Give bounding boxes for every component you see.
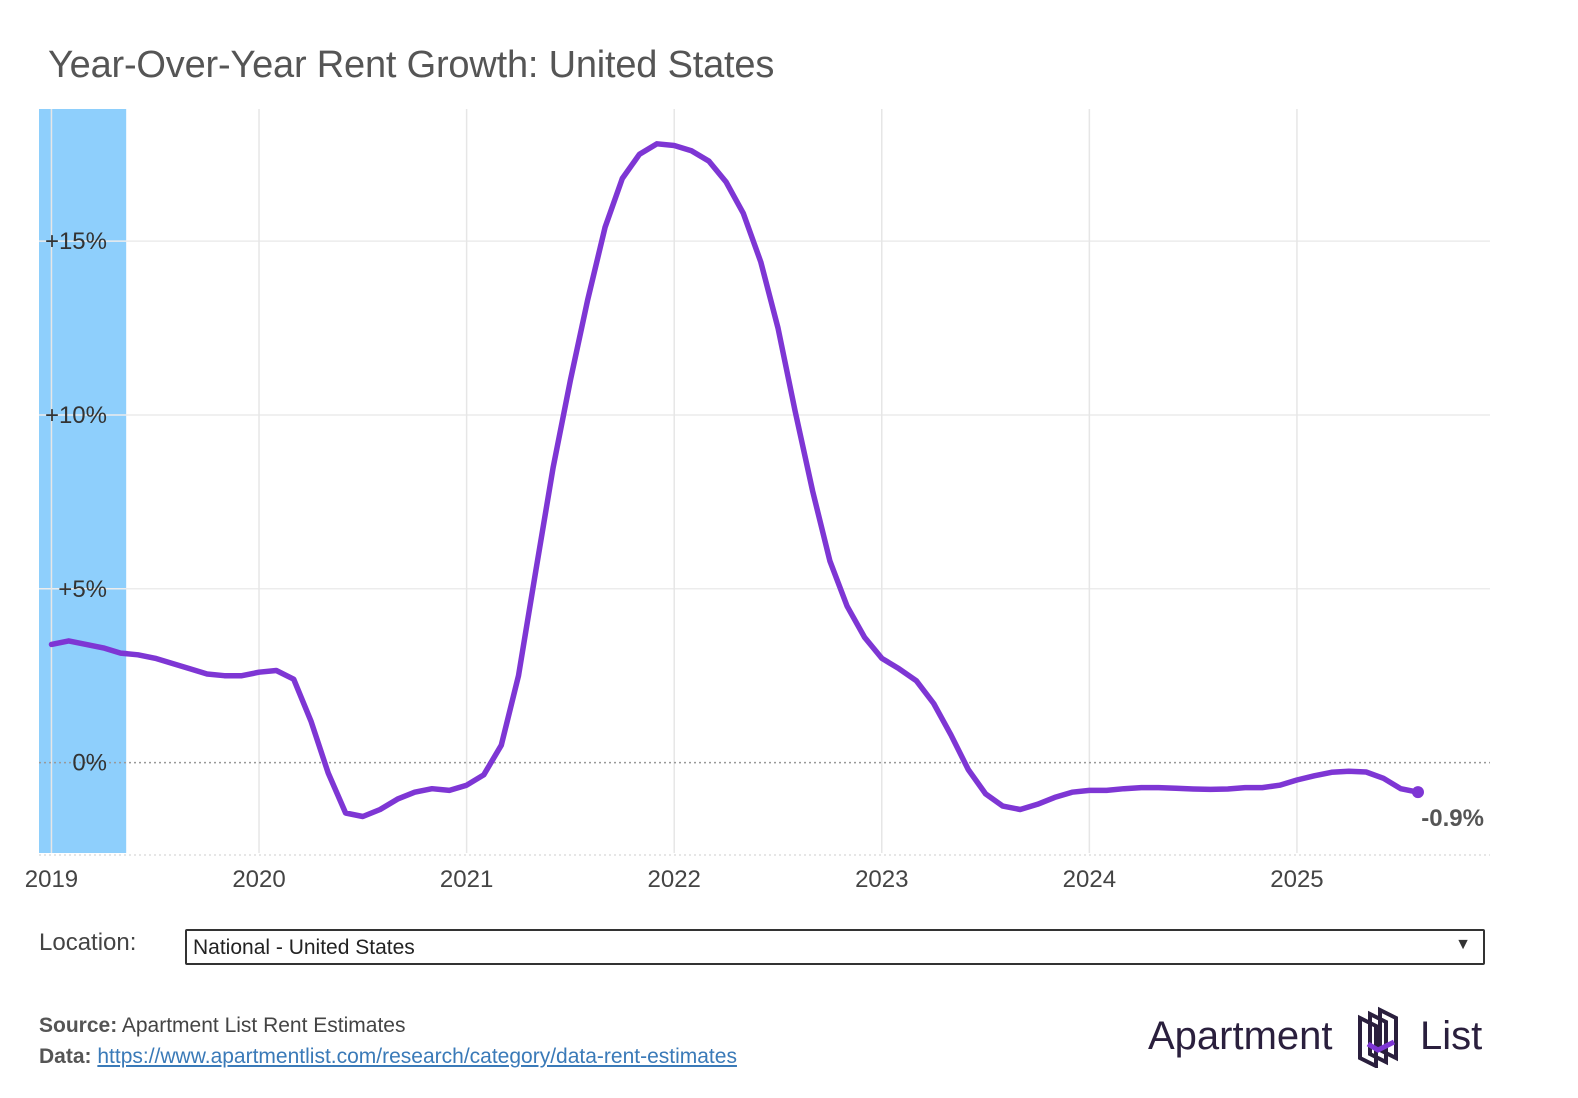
highlight-band (39, 109, 127, 853)
x-tick-label: 2020 (232, 866, 285, 893)
logo-mark-icon (1358, 1006, 1398, 1068)
y-tick-label: 0% (72, 750, 107, 777)
series-line (48, 141, 1421, 820)
logo-text-left: Apartment (1148, 1014, 1333, 1058)
x-tick-label: 2024 (1063, 866, 1116, 893)
location-label: Location: (39, 929, 137, 956)
y-tick-label: +5% (58, 576, 107, 603)
x-tick-label: 2023 (855, 866, 908, 893)
location-select-value: National - United States (193, 936, 415, 959)
data-line: Data: https://www.apartmentlist.com/rese… (39, 1041, 737, 1072)
logo-text-right: List (1420, 1014, 1483, 1058)
last-point-marker (1411, 786, 1424, 799)
x-tick-label: 2019 (25, 866, 78, 893)
last-value-label: -0.9% (1421, 805, 1484, 832)
y-tick-label: +10% (45, 402, 107, 429)
x-tick-label: 2022 (648, 866, 701, 893)
line-chart: 0% +5% +10% +15% 2019 2020 2021 2022 2023 2024 202… (25, 109, 1490, 893)
data-label: Data: (39, 1045, 92, 1068)
x-tick-label: 2025 (1270, 866, 1323, 893)
chevron-down-icon: ▼ (1455, 936, 1471, 953)
chart-title: Year-Over-Year Rent Growth: United State… (48, 44, 775, 86)
source-label: Source: (39, 1014, 118, 1037)
source-text: Apartment List Rent Estimates (117, 1014, 406, 1037)
location-select[interactable]: National - United States ▼ (185, 929, 1485, 965)
apartment-list-logo: Apartment List (1148, 1000, 1488, 1070)
source-block: Source: Apartment List Rent Estimates Da… (39, 1010, 737, 1072)
source-line: Source: Apartment List Rent Estimates (39, 1010, 737, 1041)
x-tick-label: 2021 (440, 866, 493, 893)
data-link[interactable]: https://www.apartmentlist.com/research/c… (97, 1045, 737, 1068)
y-tick-label: +15% (45, 228, 107, 255)
